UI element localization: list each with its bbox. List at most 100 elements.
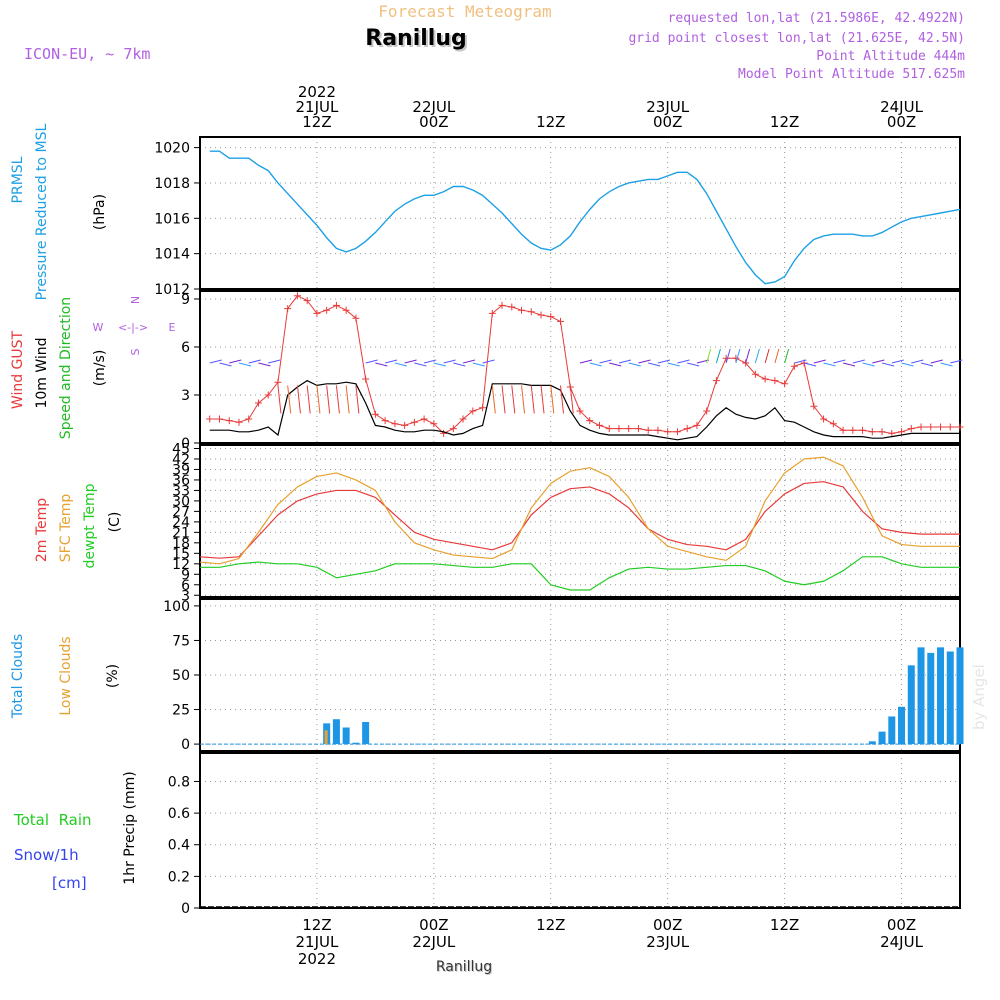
wind-direction-arrow <box>813 359 826 364</box>
wind-direction-arrow <box>472 362 485 367</box>
place-title-shadow: Ranillug <box>367 28 468 53</box>
wind-direction-arrow <box>287 385 292 414</box>
bottom-time-label: 00Z <box>419 916 448 934</box>
gust-point <box>898 428 906 436</box>
wind-direction-arrow <box>579 359 593 364</box>
wind-direction-arrow <box>248 359 261 364</box>
wind-direction-arrow <box>491 385 496 414</box>
wind-direction-arrow <box>872 359 885 364</box>
gust-point <box>888 429 896 437</box>
gust-point <box>790 362 798 370</box>
wind-direction-arrow <box>862 362 875 367</box>
wind-direction-arrow <box>501 385 506 414</box>
requested-coords: requested lon,lat (21.5986E, 42.4922N) <box>668 11 965 26</box>
gust-point <box>245 415 253 423</box>
compass-south: S <box>129 348 142 355</box>
y-tick-label: 39 <box>172 462 190 478</box>
wind-direction-arrow <box>609 362 622 367</box>
wind-direction-arrow <box>296 385 301 414</box>
gust-point <box>878 428 886 436</box>
y-tick-label: 1018 <box>154 176 190 192</box>
series-sfc-temp <box>199 456 960 565</box>
compass-north: N <box>129 296 142 304</box>
total-cloud-bar <box>332 719 340 745</box>
gust-point <box>557 317 565 325</box>
wind-direction-arrow <box>423 359 437 364</box>
compass-east: E <box>169 321 176 334</box>
y-tick-label: 30 <box>172 494 190 510</box>
top-time-label: 2022 <box>298 83 336 101</box>
gust-point <box>225 417 233 425</box>
y-tick-label: 0 <box>181 901 190 917</box>
wind-direction-arrow <box>754 348 760 364</box>
y-tick-label: 0 <box>181 737 190 753</box>
wind-direction-arrow <box>930 359 943 364</box>
wind-direction-arrow <box>462 359 476 364</box>
total-cloud-bar <box>907 665 915 745</box>
y-tick-label: 42 <box>172 452 190 468</box>
speed-direction-label: Speed and Direction <box>58 297 74 439</box>
footer-place-shadow: Ranillug <box>437 960 493 976</box>
ms-unit-label: (m/s) <box>92 350 108 387</box>
y-tick-label: 0.4 <box>168 838 190 854</box>
gust-point <box>644 426 652 434</box>
gust-point <box>839 426 847 434</box>
prmsl-label: PRMSL <box>10 156 26 203</box>
wind-direction-arrow <box>901 362 914 367</box>
gridpoint-coords: grid point closest lon,lat (21.625E, 42.… <box>628 31 965 46</box>
gust-point <box>362 375 370 383</box>
bottom-time-label: 23JUL <box>646 933 689 951</box>
total-cloud-bar <box>342 727 350 745</box>
faded-title: Forecast Meteogram <box>378 2 551 21</box>
wind-direction-arrow <box>764 348 770 364</box>
dewpt-temp-label: dewpt Temp <box>82 483 98 568</box>
y-tick-label: 27 <box>172 504 190 520</box>
gust-point <box>332 301 340 309</box>
gust-point <box>586 417 594 425</box>
low-cloud-bar <box>324 730 328 745</box>
gust-point <box>342 306 350 314</box>
top-time-label: 00Z <box>887 113 916 131</box>
wind-direction-arrow <box>335 385 340 414</box>
gust-point <box>868 428 876 436</box>
gust-point <box>693 421 701 429</box>
wind-direction-arrow <box>530 385 535 414</box>
gust-point <box>371 410 379 418</box>
wind-direction-arrow <box>774 348 780 364</box>
wind-gust-label: Wind GUST <box>10 330 26 409</box>
gust-point <box>274 378 282 386</box>
y-tick-label: 24 <box>172 515 190 531</box>
wind-direction-arrow <box>385 359 398 364</box>
total-rain-label: Total Rain <box>13 811 92 829</box>
wind-direction-arrow <box>794 359 807 364</box>
total-clouds-label: Total Clouds <box>10 634 26 719</box>
series-prmsl <box>209 150 961 285</box>
total-cloud-bar <box>937 647 945 745</box>
top-time-label: 12Z <box>536 113 565 131</box>
low-clouds-label: Low Clouds <box>58 636 74 715</box>
y-tick-label: 15 <box>172 546 190 562</box>
wind-direction-arrow <box>735 348 741 364</box>
wind-direction-arrow <box>911 359 924 364</box>
wind-direction-arrow <box>268 359 281 364</box>
y-tick-label: 6 <box>181 340 190 356</box>
y-tick-label: 1012 <box>154 282 190 298</box>
wind-direction-arrow <box>453 362 466 367</box>
gust-point <box>410 418 418 426</box>
gust-point <box>781 380 789 388</box>
y-tick-label: 9 <box>181 292 190 308</box>
y-tick-label: 21 <box>172 525 190 541</box>
gust-point <box>459 415 467 423</box>
wind-direction-arrow <box>881 362 895 367</box>
precip-panel: 0 0.2 0.4 0.6 0.8 <box>168 752 961 917</box>
10m-wind-label: 10m Wind <box>34 337 50 408</box>
side-labels: PRMSL Pressure Reduced to MSL (hPa) Wind GU… <box>10 123 176 892</box>
series-dewpt-temp <box>200 556 960 591</box>
gust-point <box>654 426 662 434</box>
celsius-unit-label: (C) <box>107 512 123 533</box>
gust-point <box>751 370 759 378</box>
gust-point <box>849 426 857 434</box>
gust-point <box>488 309 496 317</box>
gust-point <box>732 354 740 362</box>
